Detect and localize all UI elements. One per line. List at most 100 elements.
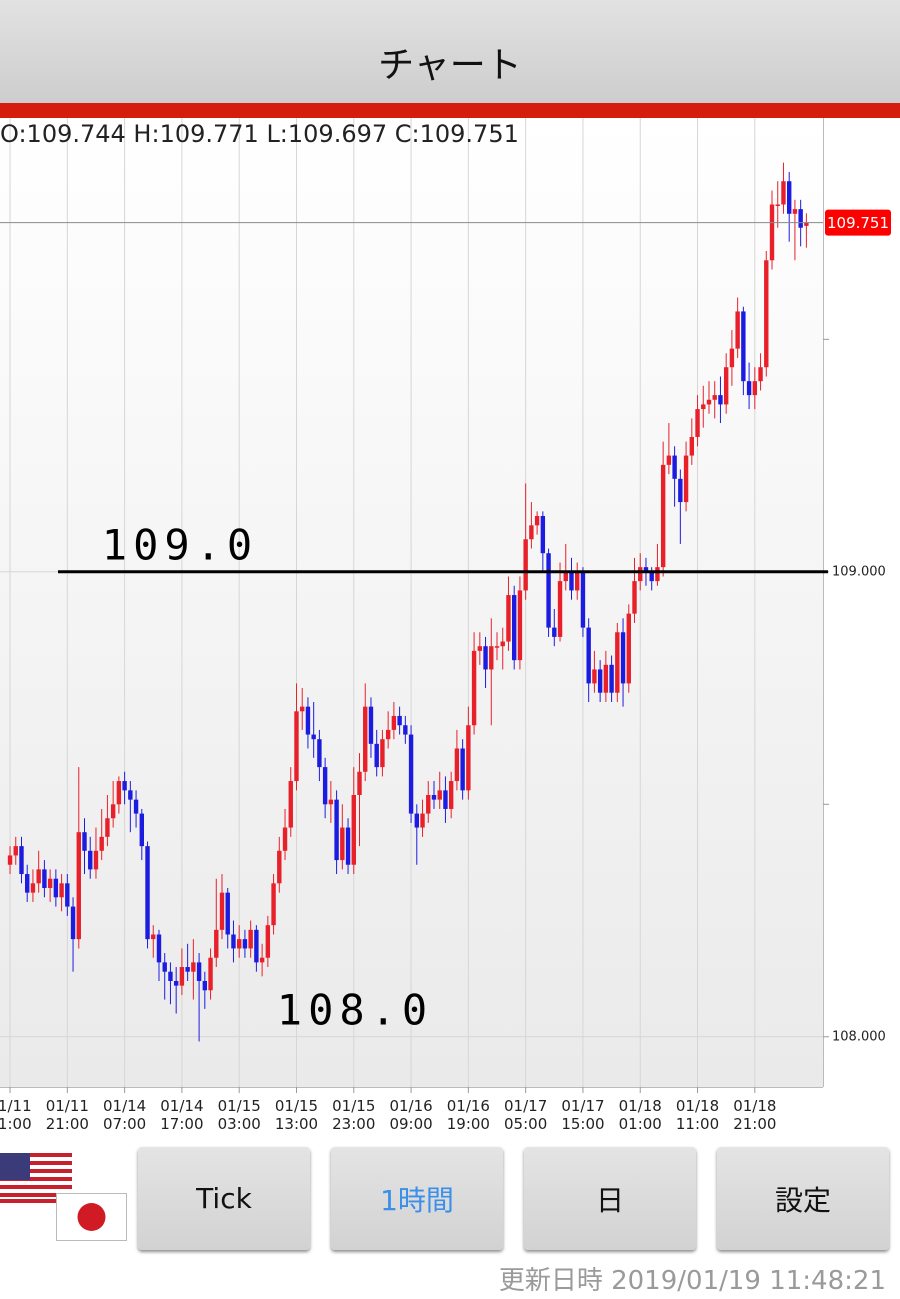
x-tick-label: 01/11 11:00 xyxy=(0,1097,32,1133)
candle-body xyxy=(683,455,689,503)
candle-body xyxy=(374,743,379,768)
candle-body xyxy=(632,581,637,614)
tab-button[interactable]: 1時間 xyxy=(331,1147,503,1250)
candle-body xyxy=(769,204,775,261)
candle-body xyxy=(592,669,597,684)
candle-body xyxy=(214,929,219,958)
candle-body xyxy=(466,725,471,791)
candle-body xyxy=(638,567,643,582)
tab-button[interactable]: 設定 xyxy=(717,1147,889,1250)
candle-body xyxy=(529,525,534,540)
candle-body xyxy=(741,311,746,382)
candle-body xyxy=(804,222,809,226)
candle-body xyxy=(300,706,305,712)
candle-body xyxy=(151,934,156,940)
candle-body xyxy=(420,813,425,828)
candle-body xyxy=(586,627,591,684)
candle-body xyxy=(259,957,265,963)
candle-body xyxy=(82,832,87,851)
candle-body xyxy=(712,395,717,400)
candle-body xyxy=(391,715,397,730)
candle-body xyxy=(689,436,695,456)
candle-body xyxy=(254,929,259,963)
candle-body xyxy=(609,664,614,693)
candle-body xyxy=(317,739,322,768)
candle-body xyxy=(437,790,442,800)
candle-body xyxy=(288,781,293,828)
candle-body xyxy=(414,813,419,828)
candle-body xyxy=(494,646,500,648)
candle-body xyxy=(162,962,167,972)
candle-body xyxy=(660,464,666,568)
candle-body xyxy=(752,381,758,396)
candle-body xyxy=(454,748,460,782)
candle-body xyxy=(42,869,47,888)
candle-body xyxy=(185,967,190,972)
candle-body xyxy=(351,794,356,865)
x-tick-label: 01/16 09:00 xyxy=(389,1097,433,1133)
annotation: 109.0 xyxy=(102,520,258,569)
candle-body xyxy=(93,850,99,870)
candle-body xyxy=(489,646,494,670)
candle-body xyxy=(426,794,431,814)
candle-body xyxy=(7,855,13,865)
candle-body xyxy=(781,181,786,205)
current-price-label: 109.751 xyxy=(827,214,889,232)
candle-body xyxy=(116,781,122,805)
candle-body xyxy=(477,646,483,651)
candle-body xyxy=(746,381,752,396)
candle-body xyxy=(517,590,523,661)
candle-body xyxy=(603,664,609,693)
candle-body xyxy=(626,613,631,684)
candle-body xyxy=(88,850,93,870)
candle-body xyxy=(105,818,110,837)
candle-body xyxy=(368,706,374,744)
candle-body xyxy=(620,632,626,684)
candle-body xyxy=(30,883,36,893)
tab-button[interactable]: 日 xyxy=(524,1147,696,1250)
candle-body xyxy=(758,367,763,382)
x-tick-label: 01/15 23:00 xyxy=(332,1097,376,1133)
candle-body xyxy=(471,650,477,726)
candle-body xyxy=(25,874,30,893)
candle-body xyxy=(408,734,414,814)
candle-body xyxy=(133,799,139,814)
x-tick-label: 01/14 17:00 xyxy=(160,1097,204,1133)
screen-title: チャート xyxy=(378,45,522,86)
candle-body xyxy=(792,209,798,214)
candle-body xyxy=(196,962,202,981)
accent-band xyxy=(0,103,900,118)
candle-body xyxy=(615,632,620,693)
candle-body xyxy=(59,883,64,898)
candle-body xyxy=(99,836,104,851)
candle-body xyxy=(139,813,144,847)
candle-body xyxy=(328,799,334,805)
candle-body xyxy=(202,980,208,991)
candle-body xyxy=(786,181,792,214)
candle-body xyxy=(403,725,408,735)
candle-body xyxy=(277,850,282,884)
x-tick-label: 01/17 15:00 xyxy=(561,1097,605,1133)
jp-flag xyxy=(56,1193,127,1241)
candle-body xyxy=(322,767,328,805)
candle-body xyxy=(523,539,528,591)
candle-body xyxy=(122,781,127,791)
candle-body xyxy=(460,748,465,791)
annotation: 108.0 xyxy=(277,985,433,1034)
candle-body xyxy=(191,962,196,972)
tab-button[interactable]: Tick xyxy=(138,1147,310,1250)
candle-body xyxy=(65,883,70,907)
candle-body xyxy=(242,939,248,949)
candle-body xyxy=(580,571,586,628)
candle-body xyxy=(723,367,729,405)
candle-body xyxy=(643,567,649,572)
x-tick-label: 01/14 07:00 xyxy=(102,1097,147,1133)
candle-body xyxy=(666,455,672,465)
candle-body xyxy=(775,204,780,206)
candle-body xyxy=(294,711,299,782)
candle-body xyxy=(380,739,385,768)
candle-body xyxy=(729,348,735,368)
candle-body xyxy=(345,827,351,865)
